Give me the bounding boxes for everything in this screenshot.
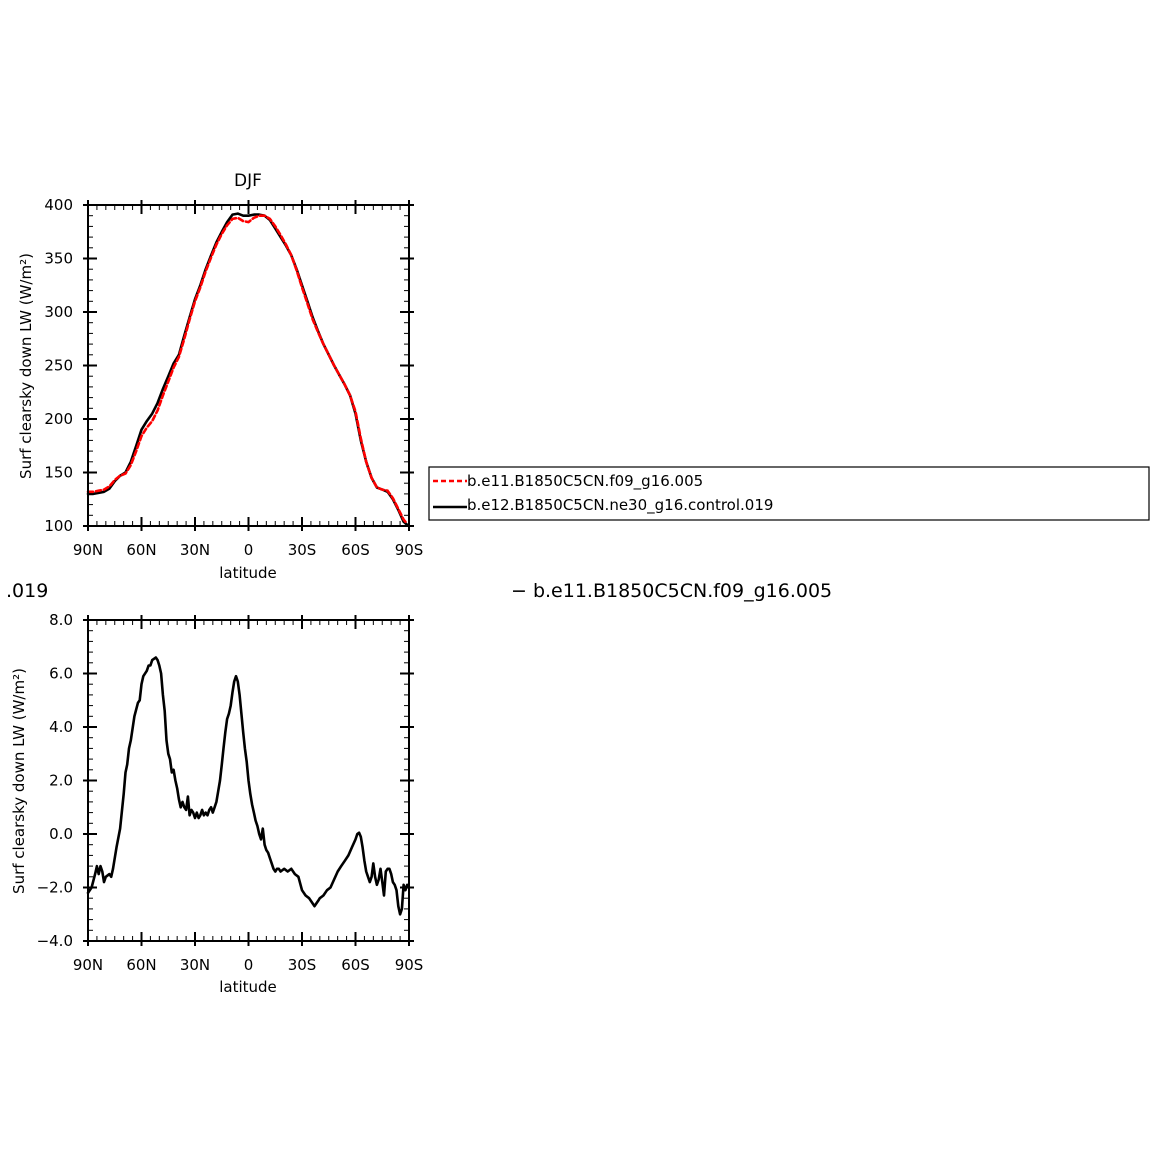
top-y-tick-label: 150 xyxy=(44,464,73,482)
legend-entry-1: b.e11.B1850C5CN.f09_g16.005 xyxy=(467,472,703,491)
bottom-ticks-layer: 90N 60N 30N 0 30S 60S 90S −4.0 −2.0 0.0 2.0 4.0 6.0 8… xyxy=(37,611,424,974)
top-y-tick-label: 100 xyxy=(44,517,73,535)
bottom-y-tick-label: 6.0 xyxy=(49,665,73,683)
top-x-tick-label: 60N xyxy=(126,541,156,559)
bottom-y-tick-label: 2.0 xyxy=(49,772,73,790)
bottom-series-line-1 xyxy=(86,656,411,916)
bottom-y-tick-label: 4.0 xyxy=(49,718,73,736)
bottom-y-tick-label: 8.0 xyxy=(49,611,73,629)
bottom-x-tick-label: 90S xyxy=(395,956,424,974)
top-panel: DJF 90N 60N 30N 0 30S 60S 90S 100 150 200 250 300 35… xyxy=(17,171,423,582)
top-x-tick-label: 30S xyxy=(288,541,317,559)
strip-left-text: .019 xyxy=(6,580,48,602)
top-y-tick-label: 300 xyxy=(44,303,73,321)
bottom-panel: 90N 60N 30N 0 30S 60S 90S −4.0 −2.0 0.0 2.0 4.0 6.0 8… xyxy=(10,611,423,996)
top-x-tick-label: 90N xyxy=(73,541,103,559)
bottom-x-tick-label: 60N xyxy=(126,956,156,974)
bottom-x-tick-label: 90N xyxy=(73,956,103,974)
top-y-tick-label: 400 xyxy=(44,196,73,214)
top-y-tick-label: 250 xyxy=(44,357,73,375)
top-x-tick-label: 60S xyxy=(341,541,370,559)
top-y-axis-label: Surf clearsky down LW (W/m²) xyxy=(17,253,35,479)
top-y-tick-label: 350 xyxy=(44,250,73,268)
bottom-y-tick-label: −4.0 xyxy=(37,932,73,950)
bottom-series-layer xyxy=(86,656,411,916)
legend-entry-2: b.e12.B1850C5CN.ne30_g16.control.019 xyxy=(467,496,773,515)
top-series-layer xyxy=(86,212,409,527)
top-ticks-layer: 90N 60N 30N 0 30S 60S 90S 100 150 200 250 300 350 400 xyxy=(44,196,423,559)
bottom-y-tick-label: −2.0 xyxy=(37,879,73,897)
bottom-plot-frame xyxy=(87,619,410,942)
top-plot-frame xyxy=(87,204,410,527)
bottom-x-tick-label: 30S xyxy=(288,956,317,974)
top-x-tick-label: 0 xyxy=(244,541,254,559)
bottom-y-tick-label: 0.0 xyxy=(49,825,73,843)
top-series-line-2 xyxy=(86,214,409,526)
top-x-tick-label: 90S xyxy=(395,541,424,559)
top-x-tick-label: 30N xyxy=(180,541,210,559)
top-series-line-1 xyxy=(86,212,409,527)
bottom-x-tick-label: 0 xyxy=(244,956,254,974)
legend: b.e11.B1850C5CN.f09_g16.005 b.e12.B1850C… xyxy=(428,466,1150,521)
strip-right-text: − b.e11.B1850C5CN.f09_g16.005 xyxy=(511,580,832,602)
bottom-x-tick-label: 60S xyxy=(341,956,370,974)
top-panel-title: DJF xyxy=(234,171,262,191)
top-y-tick-label: 200 xyxy=(44,410,73,428)
bottom-x-axis-label: latitude xyxy=(219,978,277,996)
bottom-x-tick-label: 30N xyxy=(180,956,210,974)
top-x-axis-label: latitude xyxy=(219,564,277,582)
bottom-y-axis-label: Surf clearsky down LW (W/m²) xyxy=(10,668,28,894)
legend-box xyxy=(428,466,1150,521)
